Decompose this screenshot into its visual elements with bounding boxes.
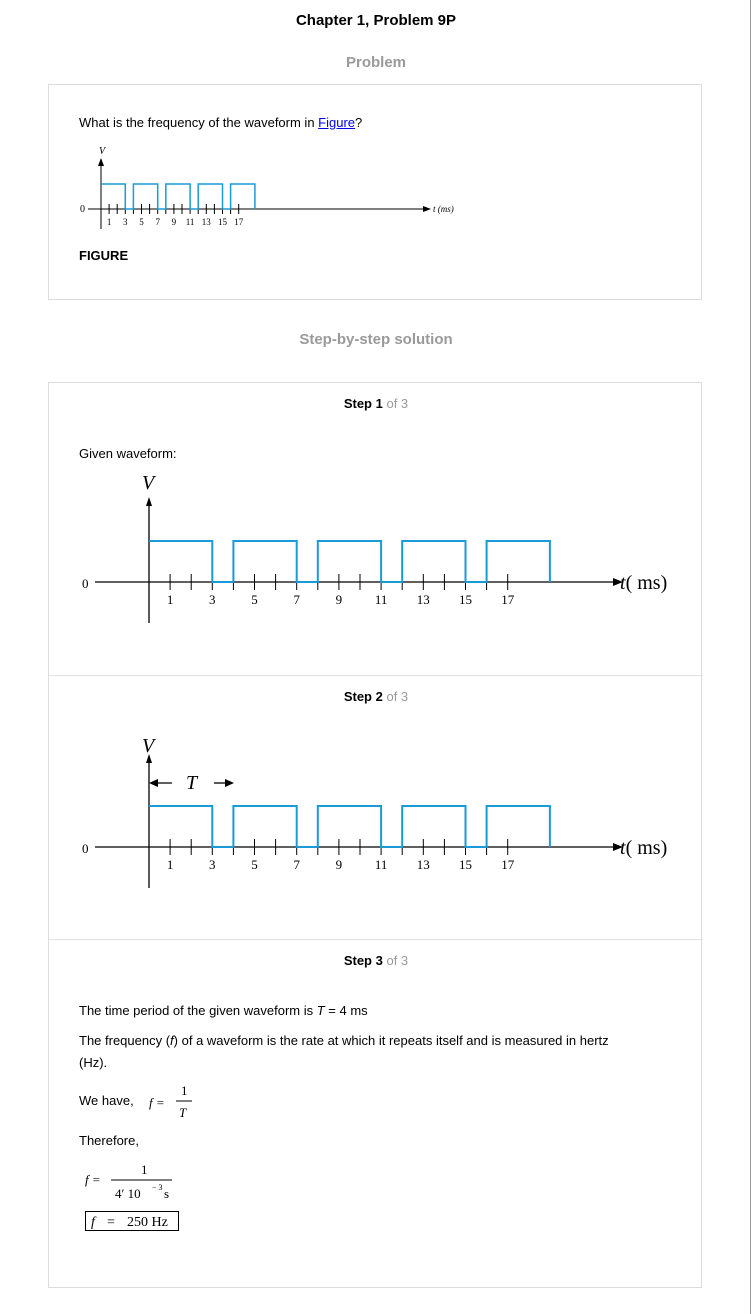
tick-label: 3 [123, 217, 128, 227]
tick-label: 1 [167, 857, 174, 872]
tick-label: 11 [186, 217, 195, 227]
svg-text:1: 1 [141, 1162, 148, 1177]
calculation-formula: f = 1 4′ 10 − 3 s [85, 1162, 172, 1201]
step-2-heading: Step 2 of 3 [343, 689, 409, 704]
tick-label: 7 [293, 592, 300, 607]
solution-heading: Step-by-step solution [299, 331, 453, 348]
tick-label: 15 [459, 592, 472, 607]
x-axis-label: t (ms) [433, 204, 454, 214]
problem-question: What is the frequency of the waveform in… [79, 115, 363, 130]
step-3-period-text: The time period of the given waveform is… [79, 1003, 368, 1018]
page-title: Chapter 1, Problem 9P [295, 12, 457, 29]
svg-text:250 Hz: 250 Hz [127, 1215, 168, 1230]
tick-label: 15 [459, 857, 472, 872]
tick-label: 13 [417, 857, 430, 872]
therefore-label: Therefore, [79, 1133, 139, 1148]
svg-text:f: f [91, 1215, 97, 1230]
svg-text:4′ 10: 4′ 10 [115, 1186, 141, 1201]
tick-label: 1 [167, 592, 174, 607]
tick-label: 17 [234, 217, 244, 227]
tick-label: 9 [172, 217, 177, 227]
y-axis-label: V [142, 735, 157, 757]
step-1-text: Given waveform: [79, 446, 177, 461]
square-waveform [101, 183, 256, 210]
tick-label: 5 [251, 592, 258, 607]
x-axis-label: t( ms) [620, 837, 667, 859]
step-3-heading: Step 3 of 3 [343, 953, 409, 968]
svg-text:f =: f = [85, 1172, 101, 1187]
x-axis-label: t( ms) [620, 572, 667, 594]
step-2-waveform-figure: V T 0 t( ms) 1 3 5 7 9 11 13 15 17 [82, 735, 667, 888]
figure-caption: FIGURE [79, 248, 129, 263]
tick-label: 17 [501, 857, 515, 872]
tick-label: 9 [336, 857, 343, 872]
tick-label: 15 [218, 217, 228, 227]
problem-waveform-figure: V 0 t (ms) 1 3 5 7 9 11 13 15 17 [80, 146, 454, 229]
page-right-border [750, 0, 751, 1314]
svg-text:f =: f = [149, 1095, 165, 1110]
tick-label: 9 [336, 592, 343, 607]
square-waveform [149, 805, 551, 848]
step-1-heading: Step 1 of 3 [343, 396, 409, 411]
tick-label: 17 [501, 592, 515, 607]
svg-text:=: = [107, 1215, 115, 1230]
tick-label: 3 [209, 857, 216, 872]
zero-label: 0 [80, 204, 85, 215]
step-3-frequency-text: The frequency (f) of a waveform is the r… [79, 1033, 609, 1070]
tick-label: 13 [417, 592, 430, 607]
y-axis-label: V [99, 146, 107, 157]
tick-label: 11 [375, 592, 388, 607]
problem-heading: Problem [345, 54, 406, 71]
zero-label: 0 [82, 576, 89, 591]
tick-label: 3 [209, 592, 216, 607]
tick-label: 1 [107, 217, 112, 227]
we-have-label: We have, [79, 1093, 134, 1108]
zero-label: 0 [82, 841, 89, 856]
figure-link[interactable]: Figure [318, 115, 356, 130]
svg-text:T: T [179, 1105, 187, 1120]
tick-label: 11 [375, 857, 388, 872]
svg-text:1: 1 [181, 1083, 188, 1098]
result-box: f = 250 Hz [85, 1211, 179, 1231]
tick-label: 5 [251, 857, 258, 872]
tick-label: 7 [293, 857, 300, 872]
problem-card: What is the frequency of the waveform in… [48, 84, 702, 300]
square-waveform [149, 540, 551, 583]
tick-label: 5 [139, 217, 144, 227]
svg-text:s: s [164, 1186, 169, 1201]
frequency-formula: f = 1 T [149, 1083, 192, 1120]
y-axis-label: V [142, 472, 157, 494]
tick-label: 13 [202, 217, 212, 227]
step-1-waveform-figure: V 0 t( ms) 1 3 5 7 9 11 13 15 17 [82, 472, 667, 623]
period-label: T [186, 772, 199, 794]
solution-card: Step 1 of 3 Given waveform: V 0 t( ms) 1… [48, 382, 703, 1288]
svg-text:− 3: − 3 [152, 1183, 163, 1192]
tick-label: 7 [155, 217, 160, 227]
